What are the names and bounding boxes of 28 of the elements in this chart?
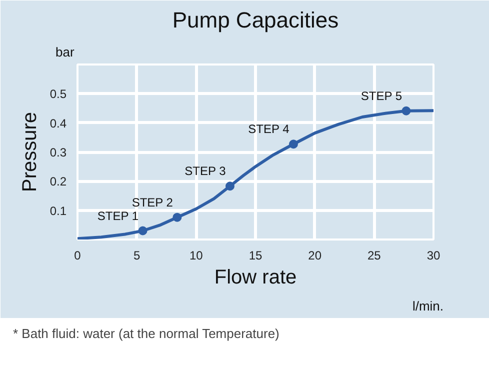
annotation: STEP 4 (248, 122, 290, 136)
annotation: STEP 3 (184, 164, 226, 178)
annotation: STEP 2 (132, 195, 174, 210)
point (288, 140, 298, 149)
x-tick-label: 10 (189, 248, 204, 262)
point (172, 212, 182, 222)
x-tick-label: 30 (426, 248, 440, 262)
text: l/min. (412, 298, 444, 314)
y-tick-label: 0.5 (50, 87, 67, 102)
x-tick-label: 0 (74, 248, 82, 262)
x-tick-label: 20 (308, 248, 322, 262)
chart-title: Pump Capacities (172, 8, 339, 32)
x-tick-label: 25 (367, 248, 382, 262)
y-axis-title: Pressure (18, 112, 41, 192)
point (138, 226, 148, 236)
y-tick-label: 0.4 (50, 116, 67, 130)
point (225, 182, 234, 191)
y-tick-label: 0.2 (50, 174, 67, 189)
x-tick-label: 15 (248, 248, 262, 262)
text: bar (56, 44, 75, 60)
point (402, 106, 411, 116)
text: * Bath fluid: water (at the normal Temperature) (13, 325, 280, 343)
y-tick-label: 0.1 (50, 204, 67, 218)
x-axis-title: Flow rate (214, 266, 297, 288)
annotation: STEP 1 (97, 208, 139, 223)
x-tick-label: 5 (133, 248, 140, 262)
y-tick-label: 0.3 (50, 146, 67, 160)
annotation: STEP 5 (360, 88, 402, 103)
